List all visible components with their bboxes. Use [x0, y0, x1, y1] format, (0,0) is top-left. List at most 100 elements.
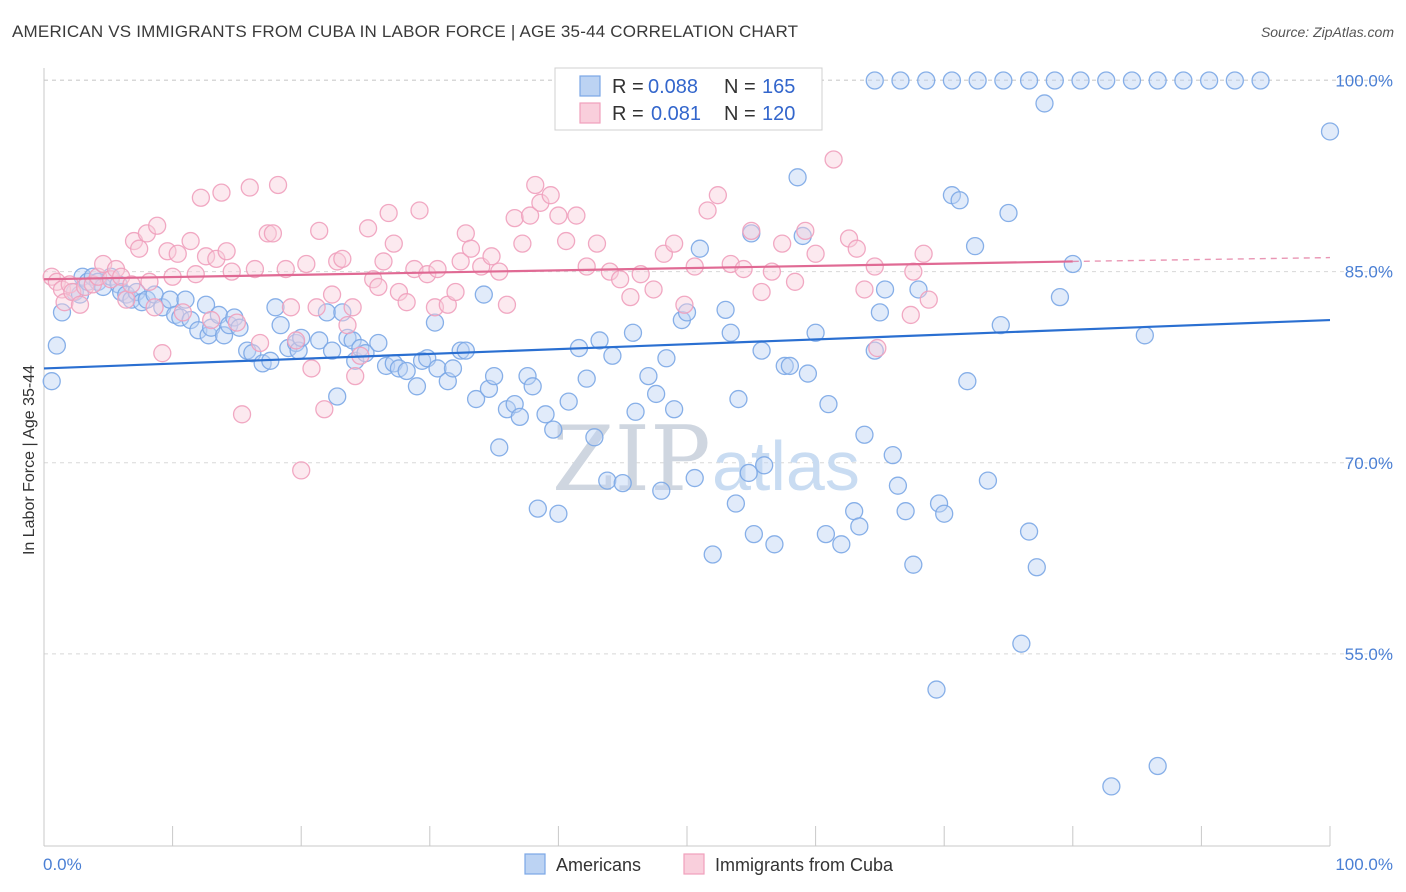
point-cuba: [520, 206, 540, 225]
point-cuba: [374, 252, 393, 271]
point-americans: [266, 298, 285, 317]
point-americans: [904, 555, 923, 574]
point-cuba: [865, 257, 884, 276]
point-cuba: [806, 244, 825, 263]
point-americans: [623, 323, 643, 342]
watermark: ZIP atlas: [552, 407, 860, 512]
point-cuba: [250, 333, 270, 353]
point-americans: [603, 346, 622, 365]
point-cuba: [191, 188, 211, 207]
point-cuba: [526, 175, 545, 195]
point-americans: [317, 303, 337, 322]
legend-label-cuba: Immigrants from Cuba: [715, 855, 894, 875]
point-cuba: [451, 252, 470, 271]
point-americans: [559, 392, 578, 411]
stats-swatch-americans: [579, 75, 601, 97]
point-cuba: [901, 305, 920, 325]
point-americans: [788, 168, 807, 187]
trend-lines: [43, 256, 1331, 370]
point-americans: [775, 356, 794, 376]
point-cuba: [600, 262, 619, 281]
point-cuba: [202, 310, 221, 330]
point-cuba: [513, 234, 532, 253]
point-cuba: [752, 282, 771, 302]
point-americans: [451, 341, 470, 360]
point-cuba: [418, 265, 437, 284]
point-americans: [896, 502, 915, 521]
stats-r-label-americans: R =: [612, 76, 644, 98]
point-americans: [613, 473, 632, 493]
point-americans: [518, 366, 537, 386]
point-americans: [42, 372, 61, 391]
point-americans: [991, 315, 1010, 335]
point-cuba: [358, 219, 378, 238]
point-cuba: [281, 298, 301, 317]
point-americans: [646, 384, 666, 404]
point-americans: [865, 71, 884, 90]
watermark-atlas: atlas: [712, 427, 860, 505]
point-americans: [549, 504, 568, 523]
point-americans: [850, 517, 869, 536]
point-americans: [739, 463, 758, 483]
point-americans: [664, 400, 684, 419]
x-tick-labels: 0.0% 100.0%: [43, 855, 1393, 874]
y-tick-label: 100.0%: [1335, 72, 1393, 91]
point-cuba: [168, 244, 187, 263]
point-americans: [1199, 71, 1219, 90]
trend-line-cuba: [43, 260, 1073, 281]
y-tick-label: 55.0%: [1345, 645, 1393, 664]
point-cuba: [130, 239, 149, 258]
point-cuba: [796, 221, 815, 241]
point-cuba: [338, 315, 357, 335]
point-americans: [968, 71, 987, 90]
point-cuba: [855, 280, 874, 299]
point-americans: [816, 524, 836, 544]
point-cuba: [379, 203, 398, 223]
point-cuba: [664, 234, 684, 253]
point-cuba: [904, 262, 923, 281]
x-tick-label: 100.0%: [1335, 855, 1393, 874]
point-americans: [230, 318, 249, 337]
point-cuba: [181, 231, 200, 251]
point-cuba: [587, 234, 607, 253]
series-americans: [42, 71, 1340, 796]
point-cuba: [297, 254, 316, 274]
point-cuba: [186, 265, 205, 284]
point-americans: [950, 191, 969, 210]
legend-swatch-americans: [524, 853, 546, 875]
point-cuba: [868, 338, 887, 358]
point-americans: [1225, 71, 1244, 90]
stats-n-label-cuba: N =: [724, 103, 756, 125]
point-cuba: [698, 201, 717, 220]
point-cuba: [240, 178, 259, 197]
point-cuba: [268, 175, 288, 195]
point-cuba: [549, 206, 568, 225]
stats-n-value-cuba: 120: [762, 103, 795, 125]
point-americans: [891, 71, 910, 90]
y-tick-labels: 55.0% 70.0% 85.0% 100.0%: [1335, 72, 1393, 664]
point-americans: [780, 356, 800, 376]
point-americans: [1174, 71, 1193, 90]
point-cuba: [137, 224, 157, 243]
point-americans: [806, 323, 825, 342]
point-americans: [510, 407, 529, 427]
series-legend: Americans Immigrants from Cuba: [524, 853, 894, 875]
point-cuba: [42, 267, 61, 286]
point-americans: [639, 366, 658, 386]
point-americans: [474, 285, 493, 304]
point-americans: [965, 236, 985, 256]
point-americans: [798, 364, 818, 383]
point-americans: [883, 445, 902, 465]
stats-legend: R = 0.088 N = 165 R = 0.081 N = 120: [554, 67, 823, 131]
point-americans: [755, 456, 774, 475]
point-americans: [271, 315, 290, 335]
point-cuba: [461, 239, 481, 258]
point-americans: [685, 468, 704, 488]
point-americans: [1102, 777, 1121, 796]
chart-source: Source: ZipAtlas.com: [1260, 24, 1394, 40]
point-americans: [744, 524, 764, 544]
point-cuba: [286, 331, 306, 350]
data-points: [42, 71, 1340, 796]
stats-r-value-americans: 0.088: [648, 76, 698, 98]
point-americans: [752, 341, 771, 360]
